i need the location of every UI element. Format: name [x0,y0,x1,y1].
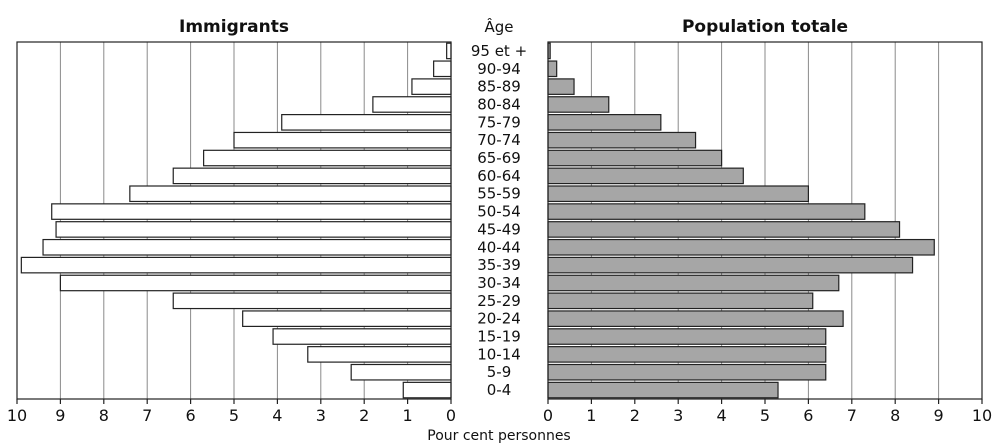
total-population-bar [547,363,827,381]
total-population-bar [547,238,935,256]
total-population-bar [547,203,866,220]
age-label: 5-9 [487,363,512,381]
immigrants-bar [51,203,452,220]
total-population-bar [547,381,779,399]
tick-label: 9 [934,406,944,425]
immigrants-bar [446,42,452,60]
tick-label: 5 [760,406,770,425]
age-label: 25-29 [477,292,521,310]
immigrants-bar [55,221,452,238]
total-population-bar [547,221,901,238]
tick-label: 8 [99,406,109,425]
tick-label: 10 [972,406,992,425]
total-population-gridlines [590,42,940,399]
total-population-bar [547,131,697,149]
total-population-bar [547,149,723,167]
age-label: 35-39 [477,256,521,274]
total-population-bar [547,78,575,95]
immigrants-bar [242,310,452,328]
tick-label: 6 [186,406,196,425]
tick-label: 0 [446,406,456,425]
tick-label: 3 [316,406,326,425]
immigrants-bar [433,60,452,78]
total-population-bars [547,42,935,399]
tick-label: 9 [55,406,65,425]
total-population-bar [547,310,844,328]
total-population-bar [547,60,558,78]
total-population-bar [547,96,610,113]
age-label: 20-24 [477,310,521,328]
tick-label: 1 [586,406,596,425]
immigrants-bar [59,274,452,292]
tick-label: 3 [673,406,683,425]
immigrants-bar [350,363,452,381]
age-header: Âge [484,17,513,36]
age-label: 10-14 [477,345,521,363]
age-label: 95 et + [471,42,527,60]
total-population-bar [547,328,827,345]
immigrants-x-ticks: 0 1 2 3 4 5 6 7 8 9 10 [7,399,456,425]
total-population-panel: Population totale 0 1 2 3 4 5 6 7 8 9 10 [543,17,992,425]
age-group-labels: 0-45-910-1415-1920-2425-2930-3435-3940-4… [471,42,527,399]
immigrants-bar [129,185,452,203]
immigrants-bar [42,238,452,256]
immigrants-title: Immigrants [179,17,289,37]
immigrants-bar [172,167,452,185]
age-label: 70-74 [477,131,521,149]
tick-label: 7 [142,406,152,425]
tick-label: 0 [543,406,553,425]
immigrants-bar [411,78,452,95]
total-population-bar [547,256,914,274]
immigrants-bar [233,131,452,149]
tick-label: 6 [803,406,813,425]
tick-label: 7 [847,406,857,425]
tick-label: 4 [272,406,282,425]
total-population-bar [547,346,827,363]
total-population-x-ticks: 0 1 2 3 4 5 6 7 8 9 10 [543,399,992,425]
age-label: 45-49 [477,220,521,238]
age-label: 85-89 [477,78,521,96]
tick-label: 2 [630,406,640,425]
tick-label: 8 [890,406,900,425]
x-axis-label: Pour cent personnes [427,428,570,444]
age-label: 80-84 [477,95,521,113]
age-label: 90-94 [477,60,521,78]
age-label: 30-34 [477,274,521,292]
total-population-bar [547,113,662,131]
tick-label: 5 [229,406,239,425]
immigrants-bar [272,328,452,345]
tick-label: 1 [403,406,413,425]
immigrants-bar [307,346,452,363]
tick-label: 2 [359,406,369,425]
immigrants-bar [203,149,452,167]
age-label: 0-4 [487,381,512,399]
total-population-bar [547,185,809,203]
tick-label: 4 [717,406,727,425]
total-population-bar [547,167,744,185]
immigrants-panel: Immigrants 0 1 2 3 4 5 6 7 8 9 10 [7,17,456,425]
immigrants-gridlines [59,42,409,399]
total-population-bar [547,292,814,310]
immigrants-bar [20,256,452,274]
tick-label: 10 [7,406,27,425]
age-label: 60-64 [477,167,521,185]
immigrants-bar [372,96,452,113]
immigrants-bar [402,381,452,399]
total-population-title: Population totale [682,17,848,37]
age-label: 50-54 [477,203,521,221]
total-population-bar [547,274,840,292]
immigrants-bars [20,42,452,399]
age-label: 65-69 [477,149,521,167]
age-label: 15-19 [477,328,521,346]
age-label: 55-59 [477,185,521,203]
immigrants-bar [281,113,452,131]
age-label: 75-79 [477,113,521,131]
age-label: 40-44 [477,238,521,256]
immigrants-bar [172,292,452,310]
